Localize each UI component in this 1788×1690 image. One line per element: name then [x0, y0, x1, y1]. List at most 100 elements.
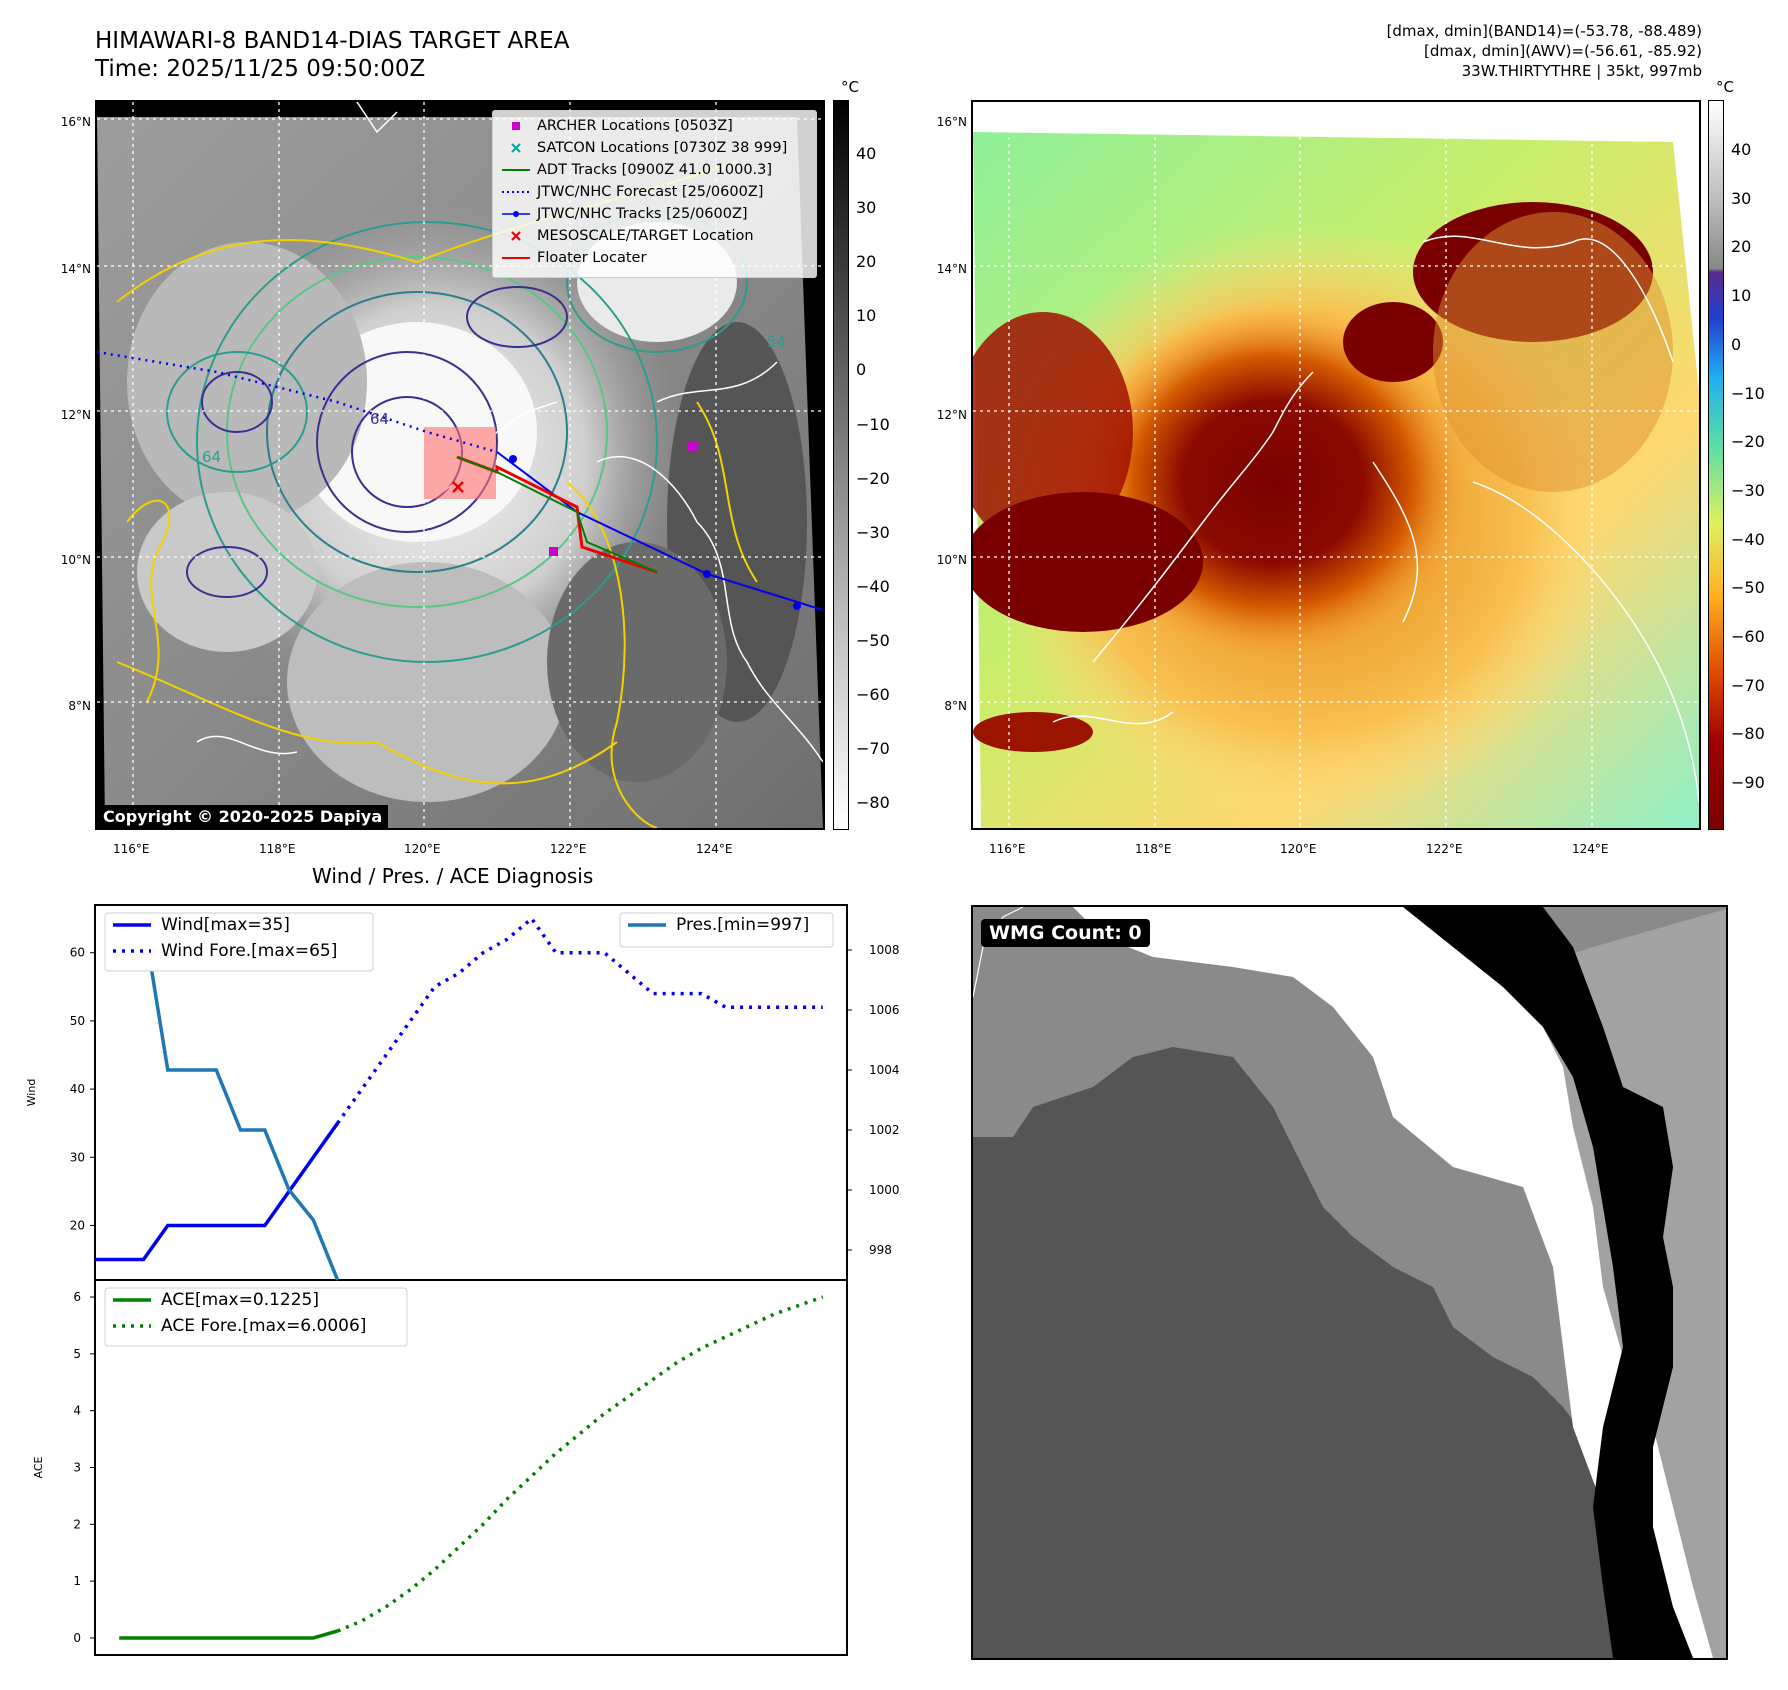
lon-label: 120°E — [1280, 842, 1317, 856]
wind-legend — [104, 912, 374, 972]
pres-tick-label: 1000 — [869, 1183, 900, 1197]
legend-symbol — [501, 141, 531, 155]
legend-label: ADT Tracks [0900Z 41.0 1000.3] — [537, 162, 773, 178]
colorbar-tick: 0 — [856, 360, 867, 380]
lon-label: 118°E — [259, 842, 296, 856]
legend-label: JTWC/NHC Forecast [25/0600Z] — [537, 184, 764, 200]
colorbar-tick: −60 — [856, 685, 890, 704]
colorbar-tick: −40 — [1731, 529, 1765, 549]
colorbar-tick: 10 — [856, 306, 877, 326]
ace-tick-label: 6 — [73, 1290, 81, 1304]
pres-tick-label: 1004 — [869, 1063, 900, 1077]
awv-colorbar — [1708, 100, 1724, 830]
colorbar-tick: −20 — [856, 468, 890, 488]
info-band14: [dmax, dmin](BAND14)=(-53.78, -88.489) — [1386, 22, 1702, 40]
lon-label: 116°E — [989, 842, 1026, 856]
lat-label: 16°N — [936, 115, 967, 129]
colorbar-tick: −20 — [1731, 432, 1765, 452]
pres-tick-label: 998 — [869, 1243, 892, 1257]
wind-tick-label: 50 — [70, 1014, 85, 1028]
colorbar-tick: −70 — [856, 739, 890, 759]
lat-label: 14°N — [936, 262, 967, 276]
colorbar-tick: 0 — [1731, 334, 1742, 354]
pres-tick-label: 1006 — [869, 1003, 900, 1017]
ace-tick-label: 5 — [73, 1347, 81, 1361]
colorbar-tick: −90 — [1731, 773, 1765, 793]
ir-map-panel: 64 64 54 ARCHER Locations [0503Z] SATCON … — [95, 100, 825, 830]
pres-tick-label: 1008 — [869, 943, 900, 957]
copyright-badge: Copyright © 2020-2025 Dapiya — [97, 805, 389, 828]
legend-label: MESOSCALE/TARGET Location — [537, 228, 754, 244]
lon-label: 122°E — [550, 842, 587, 856]
lat-label: 10°N — [936, 553, 967, 567]
ace-series-line — [119, 1629, 339, 1640]
wmg-count-badge: WMG Count: 0 — [981, 919, 1150, 947]
ace-tick-label: 2 — [73, 1517, 81, 1531]
colorbar-tick: −40 — [856, 576, 890, 596]
legend-label: ARCHER Locations [0503Z] — [537, 118, 733, 134]
colorbar-tick: −60 — [1731, 627, 1765, 646]
legend-entry: ADT Tracks [0900Z 41.0 1000.3] — [501, 159, 808, 181]
legend-entry: JTWC/NHC Tracks [25/0600Z] — [501, 203, 808, 225]
ace-tick-label: 3 — [73, 1461, 81, 1475]
colorbar-tick: −30 — [856, 522, 890, 542]
ace-tick-label: 0 — [73, 1631, 81, 1645]
legend-label: SATCON Locations [0730Z 38 999] — [537, 140, 788, 156]
colorbar-tick: −10 — [1731, 383, 1765, 403]
lon-label: 116°E — [113, 842, 150, 856]
ir-colorbar — [833, 100, 849, 830]
diagnosis-chart: 6050403020Wind10081006100410021000998Pre… — [25, 904, 900, 1656]
wind-ylabel: Wind — [25, 1079, 38, 1107]
legend-label: Wind Fore.[max=65] — [161, 941, 337, 961]
ir-legend: ARCHER Locations [0503Z] SATCON Locations… — [492, 110, 817, 278]
colorbar-tick: −80 — [1731, 724, 1765, 744]
figure-title: HIMAWARI-8 BAND14-DIAS TARGET AREA — [95, 28, 570, 54]
diag-title: Wind / Pres. / ACE Diagnosis — [312, 864, 594, 888]
ace-tick-label: 4 — [73, 1404, 81, 1418]
legend-symbol — [501, 119, 531, 133]
colorbar-tick: −50 — [1731, 578, 1765, 598]
colorbar-tick: 40 — [1731, 140, 1752, 159]
lon-label: 124°E — [1572, 842, 1609, 856]
wind-series-line — [95, 1122, 340, 1262]
legend-symbol — [501, 185, 531, 199]
lat-label: 8°N — [68, 699, 91, 713]
info-storm: 33W.THIRTYTHRE | 35kt, 997mb — [1461, 62, 1702, 80]
colorbar-tick: 20 — [1731, 237, 1752, 257]
wind-tick-label: 60 — [70, 946, 85, 960]
ace-legend — [104, 1287, 408, 1347]
lon-label: 124°E — [696, 842, 733, 856]
colorbar-tick: −30 — [1731, 480, 1765, 500]
legend-label: ACE[max=0.1225] — [161, 1290, 319, 1310]
legend-symbol — [501, 207, 531, 221]
legend-symbol — [501, 163, 531, 177]
colorbar-tick: −80 — [856, 793, 890, 813]
legend-label: ACE Fore.[max=6.0006] — [161, 1316, 366, 1336]
ace-ylabel: ACE — [32, 1456, 45, 1478]
floater-box — [424, 427, 496, 499]
lat-label: 14°N — [60, 262, 91, 276]
colorbar-tick: 30 — [856, 198, 877, 218]
legend-entry: ARCHER Locations [0503Z] — [501, 115, 808, 137]
ir-map-canvas: 64 64 54 — [97, 102, 823, 828]
lat-label: 10°N — [60, 553, 91, 567]
legend-symbol — [501, 229, 531, 243]
colorbar-tick: 20 — [856, 252, 877, 272]
lat-label: 12°N — [936, 408, 967, 422]
pressure-series-line — [119, 918, 340, 1281]
colorbar-tick: −70 — [1731, 675, 1765, 695]
colorbar-tick: 30 — [1731, 188, 1752, 208]
wind-forecast-line — [336, 916, 823, 1125]
wmg-canvas — [973, 907, 1726, 1658]
ace-forecast-line — [336, 1295, 824, 1633]
awv-map-panel — [971, 100, 1701, 830]
colorbar-tick: −10 — [856, 414, 890, 434]
legend-label: JTWC/NHC Tracks [25/0600Z] — [537, 206, 748, 222]
legend-entry: SATCON Locations [0730Z 38 999] — [501, 137, 808, 159]
legend-label: Floater Locater — [537, 250, 647, 266]
colorbar-tick: 40 — [856, 144, 877, 163]
colorbar-tick: −50 — [856, 630, 890, 650]
wind-tick-label: 40 — [70, 1082, 85, 1096]
lon-label: 118°E — [1135, 842, 1172, 856]
legend-symbol — [501, 251, 531, 265]
